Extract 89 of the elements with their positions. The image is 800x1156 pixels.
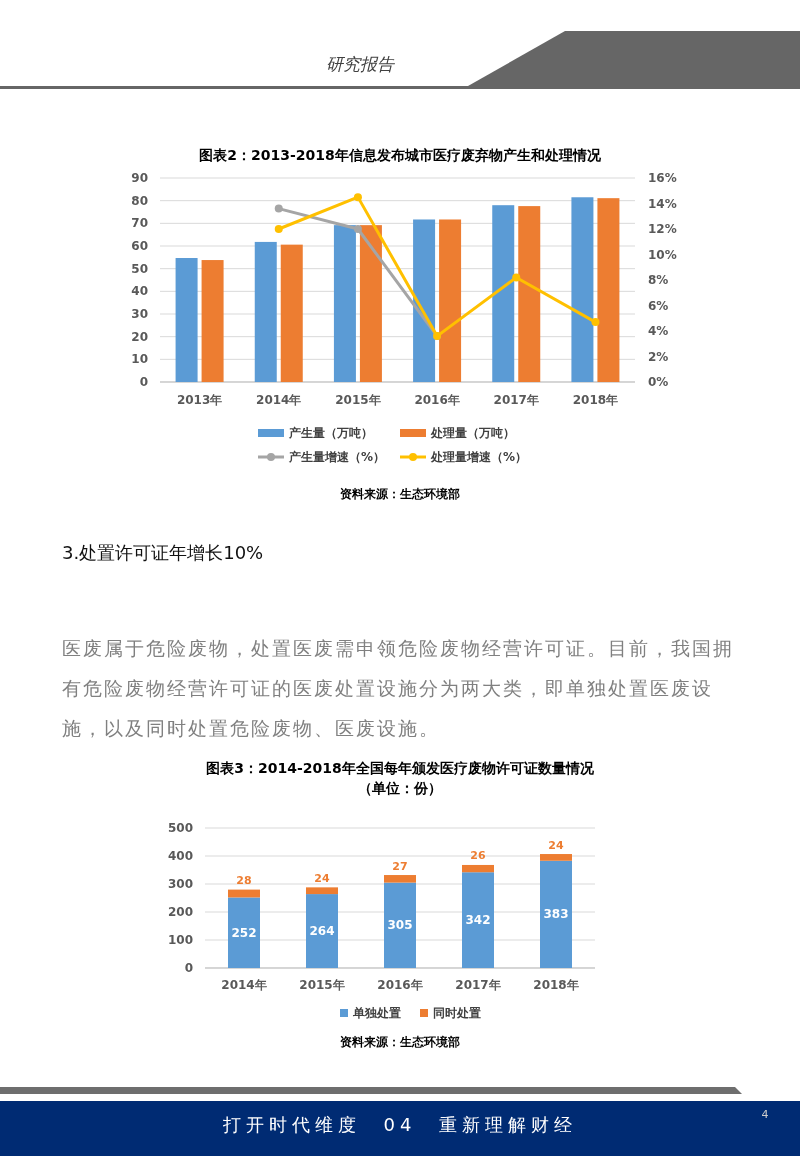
y-tick-label: 70 [131, 216, 148, 231]
y-tick-label: 60 [131, 239, 148, 253]
point [512, 273, 521, 282]
x-tick-label: 2014年 [221, 978, 267, 992]
bar [306, 894, 338, 968]
text: 3.处置许可证年增长10% [62, 541, 264, 563]
data-label: 305 [387, 918, 413, 933]
bar [597, 198, 620, 382]
bar [439, 219, 462, 382]
y2-tick-label: 6% [648, 298, 669, 313]
y-tick-label: 300 [167, 877, 193, 891]
data-label: 27 [392, 859, 408, 873]
x-tick-label: 2016年 [414, 393, 460, 407]
legend-label: 产生量（万吨） [288, 426, 373, 440]
text: 资料来源：生态环境部 [340, 1035, 460, 1049]
y-tick-label: 90 [131, 171, 148, 185]
bar [254, 241, 277, 382]
chart-title: 图表3：2014-2018年全国每年颁发医疗废物许可证数量情况 [206, 760, 595, 776]
text: 医废属于危险废物，处置医废需申领危险废物经营许可证。目前，我国拥有危险废物经营许可证的医废处置设施分为两大类，即单独处置医废设施，以及同时处置危险废物、医废设施。 [62, 636, 735, 741]
legend-label: 同时处置 [433, 1006, 481, 1020]
x-tick-label: 2015年 [299, 978, 345, 992]
y2-tick-label: 8% [648, 273, 669, 287]
data-label: 26 [470, 849, 486, 863]
y-tick-label: 40 [131, 284, 148, 299]
x-tick-label: 2016年 [377, 978, 423, 992]
data-label: 383 [543, 907, 569, 922]
bar [306, 887, 338, 895]
text: 打开时代维度 04 重新理解财经 [221, 1113, 578, 1135]
chart-subtitle: （单位：份） [358, 780, 442, 796]
y2-tick-label: 14% [648, 196, 677, 211]
y-tick-label: 400 [167, 849, 193, 863]
y-tick-label: 80 [131, 193, 148, 208]
bar [175, 258, 198, 382]
x-tick-label: 2014年 [256, 393, 302, 407]
data-label: 28 [236, 874, 252, 888]
point [274, 225, 283, 233]
legend-label: 处理量增速（%） [430, 450, 528, 464]
bar [571, 197, 594, 382]
data-label: 24 [548, 838, 564, 852]
y2-tick-label: 2% [648, 349, 669, 364]
y-tick-label: 100 [167, 933, 193, 947]
bar [540, 854, 572, 861]
y-tick-label: 20 [131, 329, 148, 344]
legend-label: 产生量增速（%） [288, 450, 386, 464]
legend-label: 单独处置 [352, 1006, 401, 1020]
x-tick-label: 2015年 [335, 393, 381, 407]
y2-tick-label: 4% [648, 324, 669, 338]
x-tick-label: 2017年 [493, 393, 539, 407]
y-tick-label: 50 [131, 261, 148, 276]
point [591, 318, 600, 327]
bar [518, 206, 541, 382]
data-label: 342 [465, 913, 491, 928]
y-tick-label: 30 [131, 307, 148, 321]
point [353, 193, 362, 202]
chart-title: 图表2：2013-2018年信息发布城市医疗废弃物产生和处理情况 [199, 147, 602, 163]
bar [280, 244, 303, 382]
legend-label: 处理量（万吨） [430, 426, 515, 440]
text: 4 [761, 1107, 769, 1121]
y-tick-label: 0 [139, 375, 148, 389]
bar [384, 875, 416, 883]
text: 资料来源：生态环境部 [340, 487, 460, 501]
y2-tick-label: 12% [648, 222, 677, 236]
point [353, 225, 362, 233]
point [274, 204, 283, 213]
bar [201, 260, 224, 382]
data-label: 264 [309, 924, 335, 939]
y-tick-label: 0 [184, 961, 193, 975]
bar [359, 225, 382, 382]
data-label: 24 [314, 871, 330, 885]
bar [462, 872, 494, 968]
y-tick-label: 500 [167, 821, 193, 835]
x-tick-label: 2018年 [572, 393, 619, 407]
y2-tick-label: 10% [648, 247, 677, 262]
bar [384, 882, 416, 968]
x-tick-label: 2013年 [176, 393, 223, 407]
bar [413, 219, 436, 382]
bar [492, 205, 515, 382]
text: 研究报告 [326, 54, 396, 74]
x-tick-label: 2018年 [533, 978, 579, 992]
x-tick-label: 2017年 [455, 978, 501, 992]
bar [540, 860, 572, 968]
y2-tick-label: 16% [648, 171, 677, 185]
data-label: 252 [231, 925, 257, 940]
y-tick-label: 200 [167, 905, 193, 919]
y-tick-label: 10 [131, 352, 148, 367]
bar [462, 864, 494, 873]
bar [228, 897, 260, 968]
bar [333, 225, 356, 382]
y2-tick-label: 0% [648, 375, 669, 389]
